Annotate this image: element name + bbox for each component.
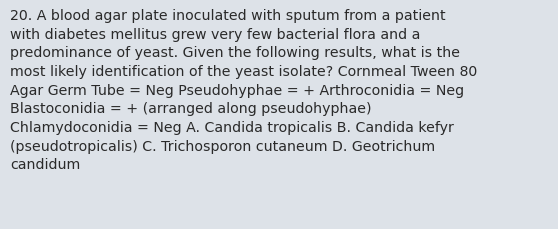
Text: 20. A blood agar plate inoculated with sputum from a patient
with diabetes melli: 20. A blood agar plate inoculated with s… bbox=[10, 9, 477, 172]
